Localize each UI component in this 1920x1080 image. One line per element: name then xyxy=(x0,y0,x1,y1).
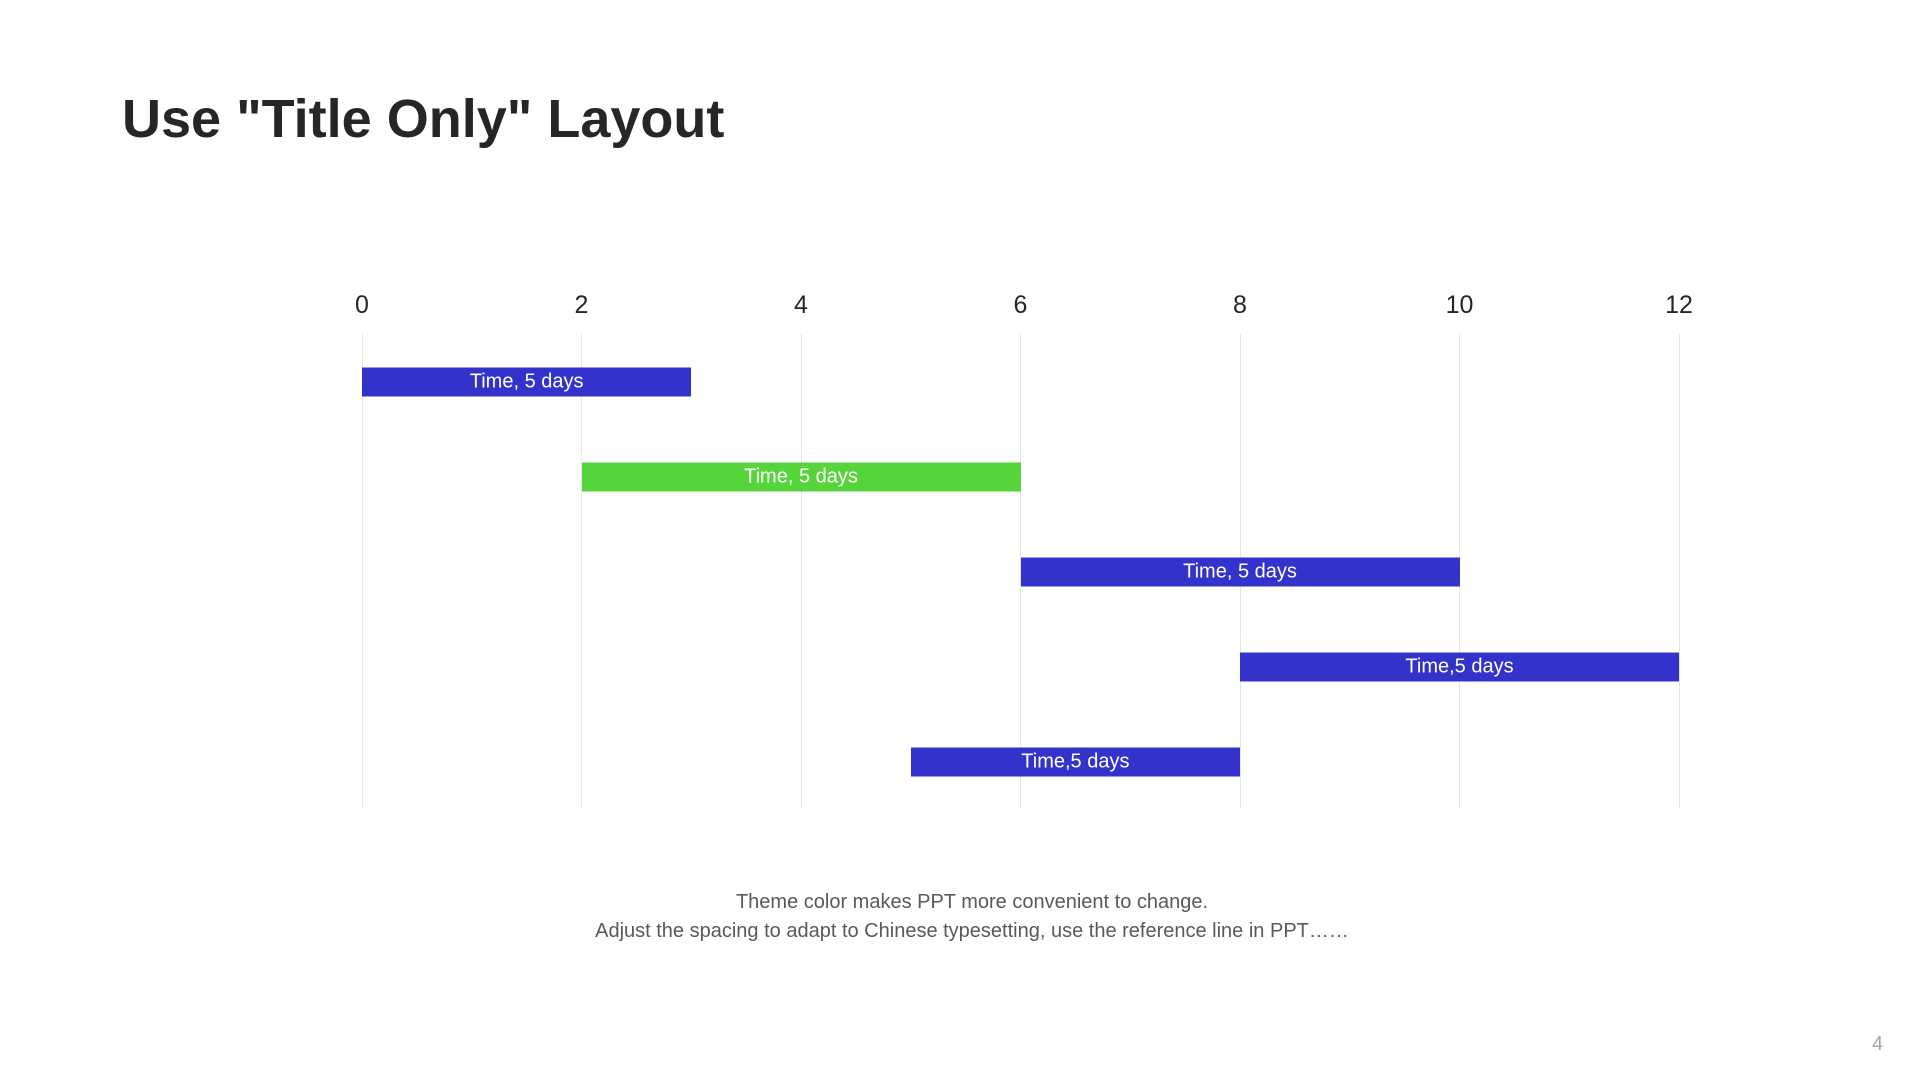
caption-line-2: Adjust the spacing to adapt to Chinese t… xyxy=(595,917,1349,946)
gridline xyxy=(362,334,363,808)
x-tick-label: 2 xyxy=(575,291,589,320)
gantt-bar: Time, 5 days xyxy=(362,367,691,396)
gantt-bar: Time, 5 days xyxy=(1021,557,1460,586)
gantt-bar: Time,5 days xyxy=(1240,652,1679,681)
caption-line-1: Theme color makes PPT more convenient to… xyxy=(595,888,1349,917)
gantt-bar: Time,5 days xyxy=(911,747,1240,776)
x-tick-label: 4 xyxy=(794,291,808,320)
x-tick-label: 10 xyxy=(1446,291,1474,320)
slide-title: Use "Title Only" Layout xyxy=(122,88,724,150)
slide: Use "Title Only" Layout 024681012Text 01… xyxy=(0,0,1920,1080)
x-tick-label: 6 xyxy=(1014,291,1028,320)
gantt-bar: Time, 5 days xyxy=(582,462,1021,491)
gridline xyxy=(801,334,802,808)
gridline xyxy=(1679,334,1680,808)
caption: Theme color makes PPT more convenient to… xyxy=(595,888,1349,946)
x-tick-label: 0 xyxy=(355,291,369,320)
gridline xyxy=(581,334,582,808)
x-tick-label: 12 xyxy=(1665,291,1693,320)
page-number: 4 xyxy=(1872,1033,1883,1056)
x-tick-label: 8 xyxy=(1233,291,1247,320)
